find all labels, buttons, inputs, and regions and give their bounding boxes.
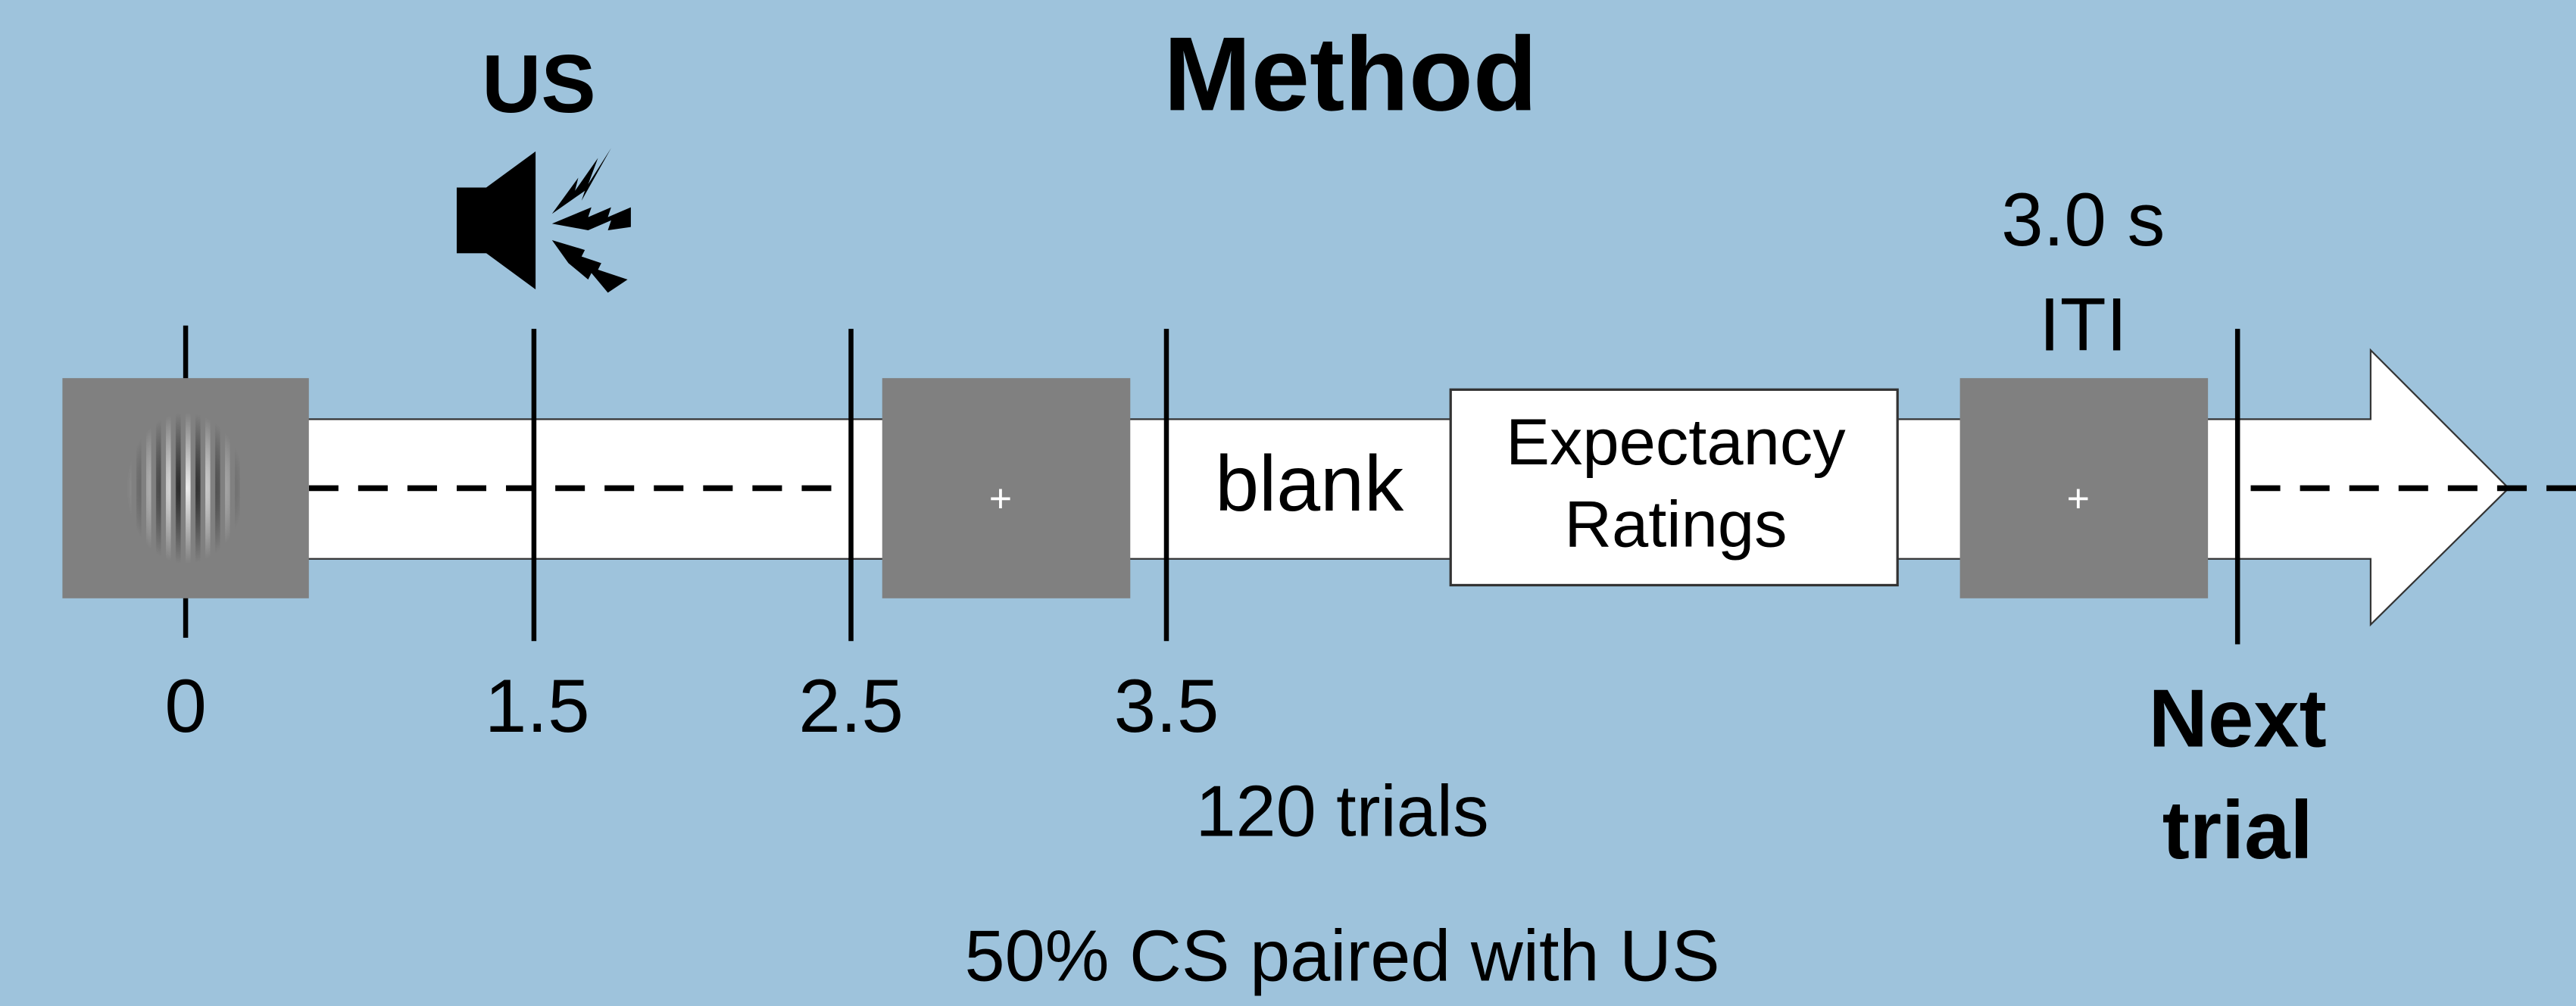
gabor bbox=[62, 378, 308, 598]
blank-label: blank bbox=[1215, 440, 1404, 528]
title: Method bbox=[1163, 15, 1537, 133]
fixation-cross: + bbox=[2067, 477, 2090, 521]
trials-label: 120 trials bbox=[1195, 771, 1488, 851]
us-label: US bbox=[482, 38, 596, 130]
tick-label: 3.5 bbox=[1114, 664, 1219, 748]
fixation-cross: + bbox=[989, 477, 1012, 521]
page: {"title": "Method", "us_label": "US", "t… bbox=[0, 0, 2576, 1006]
tick-label: 2.5 bbox=[798, 664, 904, 748]
iti-duration: 3.0 s bbox=[2001, 178, 2165, 262]
tick-label: 0 bbox=[164, 664, 207, 748]
tick-label: 1.5 bbox=[485, 664, 590, 748]
method-diagram: + + Expectancy Ratings blank Method US 3… bbox=[0, 0, 2576, 1006]
iti-label: ITI bbox=[2039, 283, 2127, 367]
pairing-label: 50% CS paired with US bbox=[965, 916, 1720, 996]
rating-text: Expectancy bbox=[1506, 405, 1846, 479]
rating-text: Ratings bbox=[1564, 488, 1787, 561]
next-trial: trial bbox=[2162, 784, 2313, 876]
next-trial: Next bbox=[2149, 672, 2327, 764]
